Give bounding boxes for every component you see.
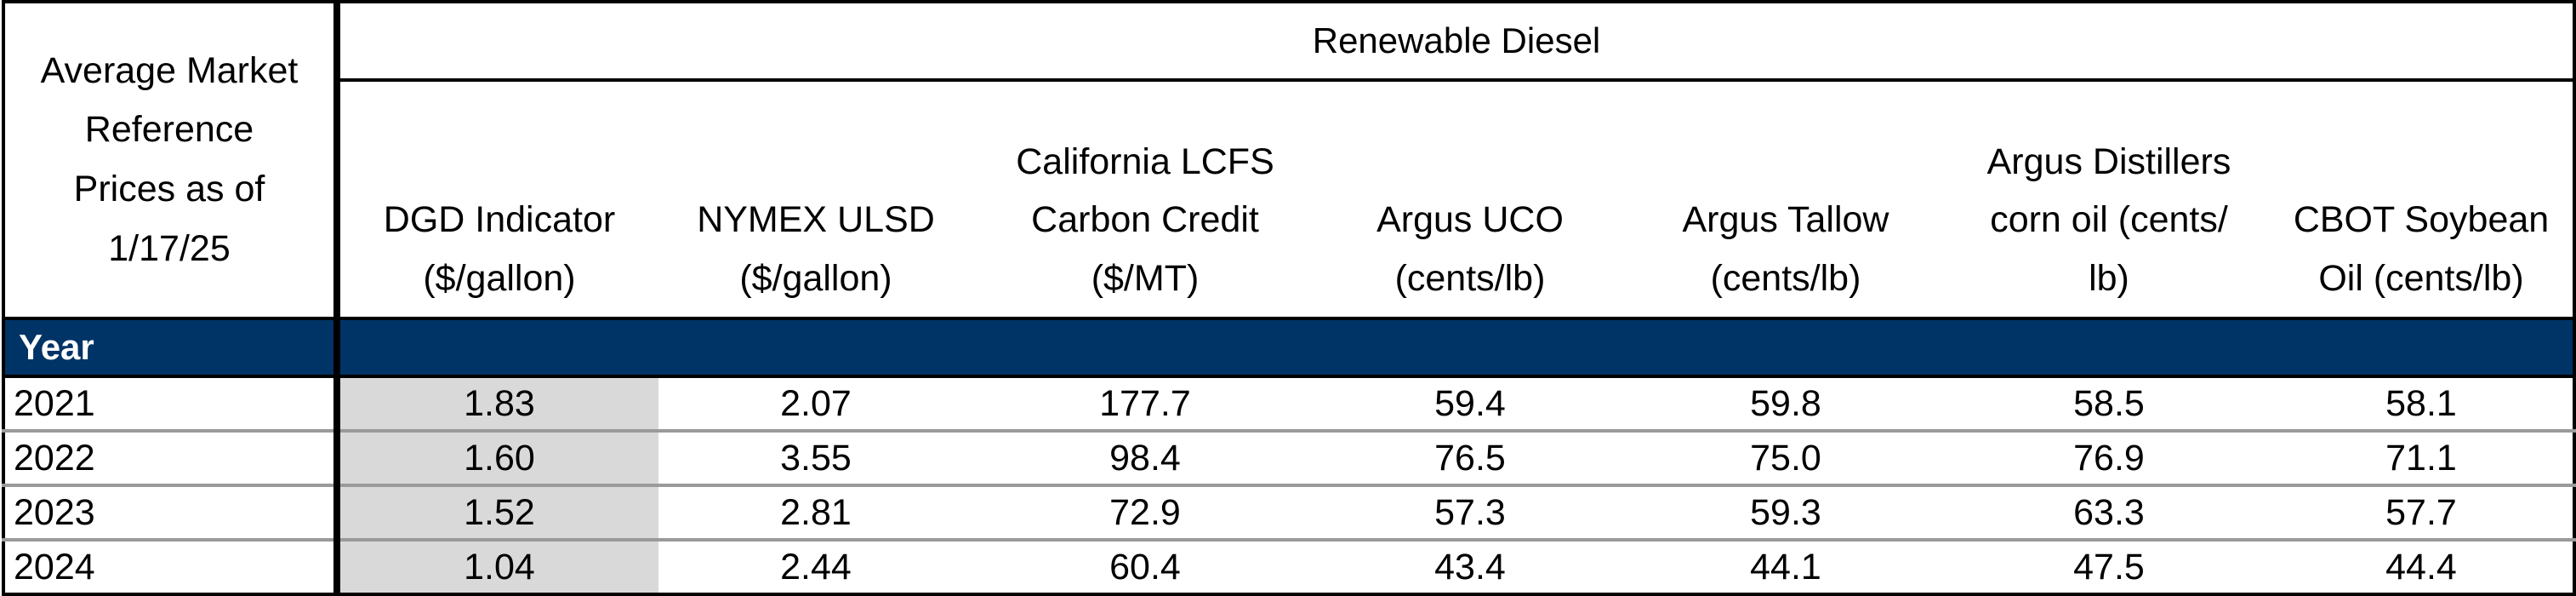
table-row: 2022 1.60 3.55 98.4 76.5 75.0 76.9 71.1: [2, 431, 2576, 487]
cell-california-lcfs: 98.4: [973, 431, 1317, 487]
cell-argus-distillers-corn-oil: 63.3: [1948, 485, 2270, 542]
corner-header: Average Market Reference Prices as of 1/…: [2, 0, 340, 320]
column-header-line: Argus Tallow: [1682, 199, 1889, 241]
column-header-line: lb): [2089, 258, 2129, 300]
cell-california-lcfs: 72.9: [973, 485, 1317, 542]
cell-nymex-ulsd: 2.44: [658, 540, 973, 596]
cell-cbot-soybean-oil: 58.1: [2270, 376, 2576, 433]
cell-argus-uco: 43.4: [1317, 540, 1623, 596]
column-header-cbot-soybean-oil: CBOT Soybean Oil (cents/lb): [2270, 80, 2576, 318]
corner-line: Prices as of: [73, 169, 265, 209]
table-row: 2024 1.04 2.44 60.4 43.4 44.1 47.5 44.4: [2, 540, 2576, 596]
table-row: 2021 1.83 2.07 177.7 59.4 59.8 58.5 58.1: [2, 376, 2576, 433]
cell-argus-distillers-corn-oil: 76.9: [1948, 431, 2270, 487]
column-header-line: (cents/lb): [1710, 258, 1861, 300]
table-row: 2023 1.52 2.81 72.9 57.3 59.3 63.3 57.7: [2, 485, 2576, 542]
column-header-argus-tallow: Argus Tallow (cents/lb): [1623, 80, 1948, 318]
cell-argus-uco: 76.5: [1317, 431, 1623, 487]
cell-argus-distillers-corn-oil: 58.5: [1948, 376, 2270, 433]
column-header-california-lcfs: California LCFS Carbon Credit ($/MT): [973, 80, 1317, 318]
row-year: 2024: [2, 540, 340, 596]
cell-nymex-ulsd: 2.81: [658, 485, 973, 542]
cell-cbot-soybean-oil: 71.1: [2270, 431, 2576, 487]
row-year: 2021: [2, 376, 340, 433]
column-header-line: corn oil (cents/: [1990, 199, 2228, 241]
corner-line: Reference: [84, 109, 254, 151]
cell-argus-tallow: 44.1: [1623, 540, 1948, 596]
year-header-label: Year: [2, 317, 340, 378]
year-header-band: [337, 317, 2576, 378]
cell-nymex-ulsd: 2.07: [658, 376, 973, 433]
cell-dgd-indicator: 1.83: [337, 376, 658, 433]
column-header-argus-distillers-corn-oil: Argus Distillers corn oil (cents/ lb): [1948, 80, 2270, 318]
cell-dgd-indicator: 1.60: [337, 431, 658, 487]
cell-argus-tallow: 59.8: [1623, 376, 1948, 433]
cell-california-lcfs: 177.7: [973, 376, 1317, 433]
corner-line: 1/17/25: [108, 227, 231, 269]
column-header-argus-uco: Argus UCO (cents/lb): [1317, 80, 1623, 318]
cell-california-lcfs: 60.4: [973, 540, 1317, 596]
group-header-renewable-diesel: Renewable Diesel: [337, 0, 2576, 82]
column-header-line: DGD Indicator: [383, 199, 616, 241]
column-header-dgd-indicator: DGD Indicator ($/gallon): [337, 80, 658, 318]
year-header-row: Year: [2, 317, 2576, 378]
cell-argus-distillers-corn-oil: 47.5: [1948, 540, 2270, 596]
cell-nymex-ulsd: 3.55: [658, 431, 973, 487]
cell-argus-tallow: 75.0: [1623, 431, 1948, 487]
column-header-nymex-ulsd: NYMEX ULSD ($/gallon): [658, 80, 973, 318]
column-header-line: Oil (cents/lb): [2318, 258, 2524, 300]
cell-dgd-indicator: 1.04: [337, 540, 658, 596]
column-header-line: Argus Distillers: [1986, 140, 2231, 182]
cell-argus-tallow: 59.3: [1623, 485, 1948, 542]
column-header-line: (cents/lb): [1394, 258, 1546, 300]
column-header-line: California LCFS: [1016, 140, 1274, 182]
corner-line: Average Market: [40, 49, 299, 91]
cell-cbot-soybean-oil: 44.4: [2270, 540, 2576, 596]
column-header-line: Argus UCO: [1376, 199, 1564, 241]
cell-dgd-indicator: 1.52: [337, 485, 658, 542]
column-header-line: Carbon Credit: [1031, 199, 1259, 241]
column-header-line: ($/gallon): [739, 258, 892, 300]
row-year: 2023: [2, 485, 340, 542]
cell-cbot-soybean-oil: 57.7: [2270, 485, 2576, 542]
column-header-line: ($/MT): [1091, 258, 1200, 300]
cell-argus-uco: 59.4: [1317, 376, 1623, 433]
column-header-line: NYMEX ULSD: [697, 199, 935, 241]
column-header-line: CBOT Soybean: [2293, 199, 2550, 241]
column-header-line: ($/gallon): [423, 258, 576, 300]
row-year: 2022: [2, 431, 340, 487]
cell-argus-uco: 57.3: [1317, 485, 1623, 542]
